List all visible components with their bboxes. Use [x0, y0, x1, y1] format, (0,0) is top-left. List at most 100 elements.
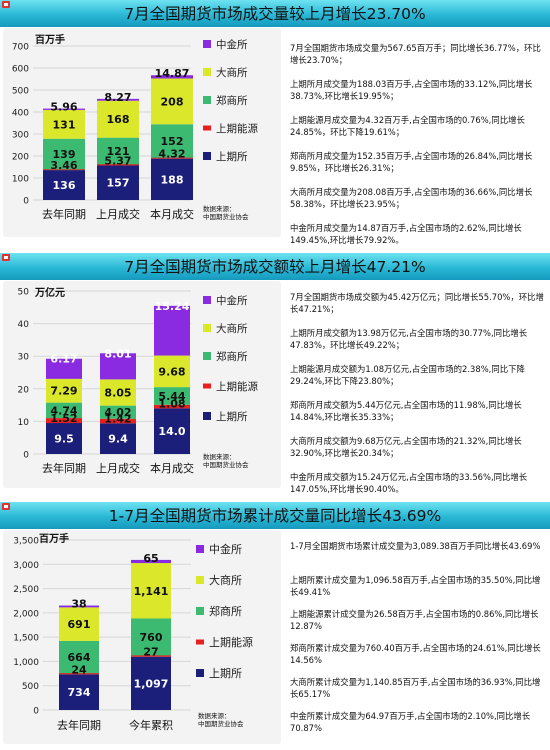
data-label: 760 [140, 631, 163, 644]
data-label: 208 [161, 95, 184, 108]
title-band: 7月全国期货市场成交量较上月增长23.70% [0, 0, 550, 27]
bar-segment [43, 170, 85, 200]
bar-segment [100, 353, 136, 380]
y-tick-label: 3,500 [13, 537, 39, 547]
legend-label: 中金所 [209, 542, 242, 556]
bar-segment [59, 640, 99, 674]
y-tick-label: 500 [22, 682, 39, 692]
y-tick-label: 400 [12, 109, 29, 119]
note: 上期所累计成交量为1,096.58百万手,占全国市场的35.50%,同比增长49… [290, 575, 541, 597]
data-label: 1.42 [104, 412, 131, 425]
legend-swatch [196, 669, 204, 677]
pin-icon [2, 503, 10, 510]
chart-area: 0 500 1,000 1,500 2,000 2,500 3,000 3,500 734 24 6… [3, 530, 281, 744]
legend-swatch [203, 152, 211, 160]
legend-label: 上期所 [216, 151, 248, 163]
data-label: 139 [53, 148, 76, 161]
data-label: 664 [68, 651, 91, 664]
notes-panel: 7月全国期货市场成交量为567.65百万手；同比增长36.77%，环比增长23.… [290, 42, 545, 252]
legend-swatch [203, 352, 211, 360]
legend-swatch [203, 296, 211, 304]
note: 上期能源累计成交量为26.58百万手,占全国市场的0.86%,同比增长12.87… [290, 609, 539, 631]
bar-segment [100, 379, 136, 406]
data-label: 5.37 [104, 154, 131, 167]
y-tick-label: 3,000 [13, 561, 39, 571]
note: 郑商所月成交量为152.35百万手,占全国市场的26.84%,同比增长9.85%… [290, 151, 533, 173]
bar-segment [100, 418, 136, 424]
bar-segment [46, 378, 82, 403]
data-label: 1,141 [134, 585, 169, 598]
legend-swatch [203, 96, 211, 104]
data-label: 1.52 [50, 412, 77, 425]
bar-segment [100, 405, 136, 419]
chart-title: 7月全国期货市场成交量较上月增长23.70% [124, 5, 426, 23]
data-label: 15.24 [155, 300, 190, 313]
y-tick-label: 10 [18, 418, 30, 428]
legend-label: 上期能源 [216, 122, 258, 135]
bar-segment [151, 75, 193, 79]
panel-volume-ytd: 1-7月全国期货市场累计成交量同比增长43.69% 0 500 1,000 1,500… [0, 502, 550, 750]
x-tick-label: 上月成交 [96, 461, 140, 475]
data-label: 9.5 [54, 433, 74, 446]
bar-segment [59, 605, 99, 608]
note: 上期能源月成交额为1.08万亿元,占全国市场的2.38%,同比下降29.24%,… [290, 364, 525, 386]
x-tick-label: 本月成交 [150, 207, 194, 221]
legend-swatch [203, 125, 211, 131]
legend-swatch [203, 412, 211, 420]
bar-segment [97, 98, 139, 101]
bar-segment [131, 656, 171, 710]
bar-segment [43, 138, 85, 170]
y-tick-label: 0 [33, 707, 39, 717]
chart-title: 1-7月全国期货市场累计成交量同比增长43.69% [108, 507, 442, 525]
legend-label: 大商所 [216, 322, 248, 335]
data-label: 168 [107, 113, 130, 126]
y-tick-label: 100 [12, 175, 29, 185]
bar-segment [97, 100, 139, 138]
data-label: 38 [71, 598, 86, 611]
data-source-org: 中国期货业协会 [198, 720, 244, 728]
bar-segment [154, 387, 190, 405]
data-label: 188 [161, 173, 184, 186]
bar-segment [97, 137, 139, 165]
note: 7月全国期货市场成交量为567.65百万手；同比增长36.77%，环比增长23.… [290, 43, 541, 65]
data-label: 8.01 [104, 347, 131, 360]
legend-swatch [196, 607, 204, 615]
data-label: 1.08 [158, 397, 185, 410]
data-label: 4.02 [104, 406, 131, 419]
note: 中金所月成交量为14.87百万手,占全国市场的2.62%,同比增长149.45%… [290, 223, 522, 245]
data-source-label: 数据来源： [203, 453, 236, 461]
bar-segment [59, 607, 99, 641]
legend-label: 郑商所 [209, 604, 242, 618]
data-label: 14.0 [158, 425, 185, 438]
bar-segment [154, 408, 190, 454]
legend-label: 中金所 [216, 294, 248, 307]
bar-segment [43, 109, 85, 139]
data-label: 6.17 [50, 353, 77, 366]
legend-swatch [203, 68, 211, 76]
data-label: 136 [53, 179, 76, 192]
legend-swatch [203, 324, 211, 332]
data-label: 1,097 [134, 677, 169, 690]
y-tick-label: 700 [12, 43, 29, 53]
note: 上期能源月成交量为4.32百万手,占全国市场的0.76%,同比增长24.85%，… [290, 115, 525, 137]
y-tick-label: 30 [18, 353, 30, 363]
bar-segment [46, 418, 82, 424]
note: 上期所月成交额为13.98万亿元,占全国市场的30.77%,同比增长47.83%… [290, 328, 528, 350]
y-tick-label: 2,500 [13, 585, 39, 595]
data-label: 152 [161, 135, 184, 148]
legend-swatch [196, 545, 204, 553]
note: 中金所月成交额为15.24万亿元,占全国市场的33.56%,同比增长147.05… [290, 472, 528, 494]
panel-volume-month: 7月全国期货市场成交量较上月增长23.70% 0 100 200 300 400 500 6… [0, 0, 550, 245]
y-tick-label: 1,500 [13, 634, 39, 644]
y-tick-label: 600 [12, 65, 29, 75]
bar-segment [46, 402, 82, 419]
data-label: 5.44 [158, 390, 185, 403]
data-label: 9.68 [158, 365, 185, 378]
x-tick-label: 上月成交 [96, 207, 140, 221]
notes-panel: 1-7月全国期货市场累计成交量为3,089.38百万手同比增长43.69% 上期… [290, 540, 545, 740]
y-tick-label: 0 [23, 197, 29, 207]
bar-segment [131, 559, 171, 564]
data-label: 27 [143, 646, 158, 659]
bar-segment [46, 358, 82, 379]
bar-segment [151, 78, 193, 125]
